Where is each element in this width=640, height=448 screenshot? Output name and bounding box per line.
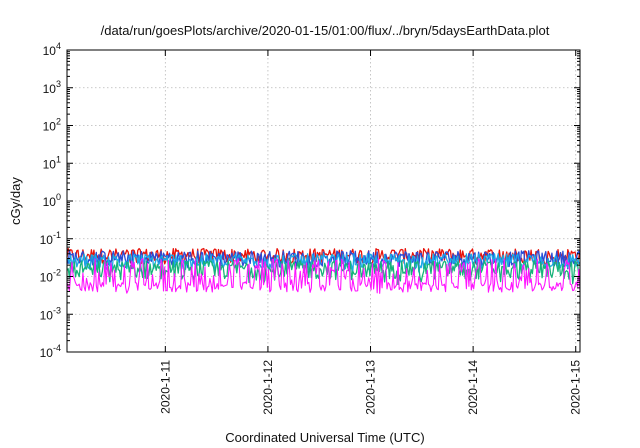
y-tick-label: 10-4 bbox=[40, 343, 61, 360]
series-layer bbox=[66, 247, 581, 294]
y-axis-label: cGy/day bbox=[8, 177, 23, 225]
y-tick-label: 101 bbox=[43, 154, 61, 171]
x-axis-label: Coordinated Universal Time (UTC) bbox=[225, 430, 424, 445]
y-tick-label: 104 bbox=[43, 41, 61, 58]
y-axis: 10-4 10-3 10-2 10-1 100 101 102 103 104 bbox=[40, 41, 580, 360]
y-tick-label: 10-3 bbox=[40, 305, 61, 322]
series-line bbox=[66, 253, 581, 273]
x-tick-label: 2020-1-14 bbox=[466, 360, 480, 415]
y-tick-label: 103 bbox=[43, 79, 61, 96]
y-tick-label: 102 bbox=[43, 117, 61, 134]
series-line bbox=[66, 257, 581, 294]
x-tick-label: 2020-1-15 bbox=[569, 360, 583, 415]
y-tick-label: 10-2 bbox=[40, 268, 61, 285]
y-tick-label: 100 bbox=[43, 192, 61, 209]
x-axis: 2020-1-11 2020-1-12 2020-1-13 2020-1-14 2020… bbox=[158, 50, 583, 415]
y-tick-label: 10-1 bbox=[40, 230, 61, 247]
x-tick-label: 2020-1-11 bbox=[158, 360, 172, 414]
grid bbox=[67, 50, 580, 352]
x-tick-label: 2020-1-13 bbox=[364, 360, 378, 415]
chart-title: /data/run/goesPlots/archive/2020-01-15/0… bbox=[101, 23, 550, 38]
x-tick-label: 2020-1-12 bbox=[261, 360, 275, 415]
